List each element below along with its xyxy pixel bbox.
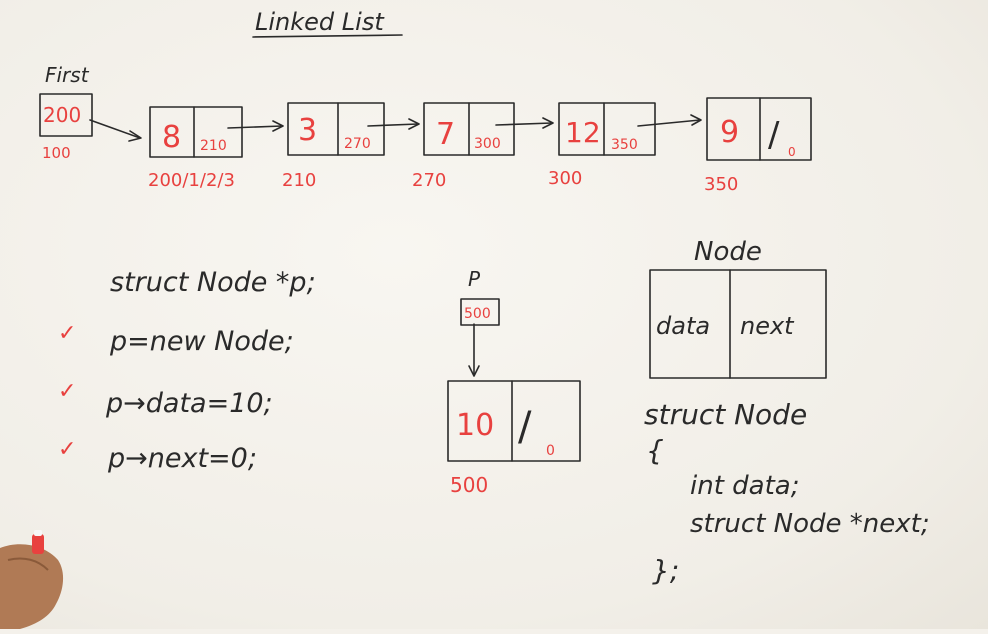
check-mark: ✓ [58, 379, 76, 404]
check-mark: ✓ [58, 321, 76, 346]
node-address: 270 [412, 170, 446, 191]
code-line: struct Node *p; [110, 267, 316, 298]
first-arrow [89, 119, 141, 139]
title-underline [252, 34, 403, 38]
node-struct-box [649, 269, 827, 379]
link-arrow-head [690, 114, 702, 126]
node-data: 7 [436, 117, 455, 152]
node-data: 3 [298, 113, 317, 148]
new-node: 10 / 0 500 [447, 380, 581, 497]
struct-def-line: struct Node *next; [690, 509, 930, 539]
pointer-p-label: P [468, 267, 481, 291]
code-line: p→next=0; [107, 443, 257, 474]
node-address: 300 [548, 168, 582, 189]
code-line: p→data=10; [105, 388, 273, 419]
link-arrow-head [408, 118, 420, 130]
list-node: 9 / 0 350 [704, 97, 812, 195]
check-mark: ✓ [58, 437, 76, 462]
node-address: 200/1/2/3 [148, 170, 235, 191]
pointer-p-value: 500 [464, 306, 491, 322]
node-struct-field-next: next [740, 312, 795, 340]
new-node-data: 10 [456, 408, 494, 443]
node-next: 210 [200, 138, 227, 154]
node-data: 8 [162, 120, 181, 155]
list-node: 7 300 270 [412, 102, 515, 191]
link-arrow [367, 123, 419, 127]
link-arrow-head [272, 120, 284, 132]
list-node: 3 270 210 [282, 102, 385, 191]
node-next: 270 [344, 136, 371, 152]
node-data: 9 [720, 115, 739, 150]
pointer-p-box [460, 298, 500, 326]
pointer-p-arrow-head [468, 365, 480, 377]
node-struct-title: Node [694, 237, 762, 267]
struct-def-line: struct Node [644, 398, 807, 431]
new-node-address: 500 [450, 473, 488, 497]
struct-def-line: }; [652, 554, 679, 587]
node-null-mark: 0 [788, 145, 796, 159]
new-node-null-mark: 0 [546, 443, 555, 459]
node-next: 350 [611, 137, 638, 153]
link-arrow [495, 122, 553, 126]
first-box [39, 93, 93, 137]
node-struct-field-data: data [656, 312, 710, 340]
link-arrow [227, 125, 283, 129]
link-arrow [637, 119, 701, 127]
node-next: 300 [474, 136, 501, 152]
first-value: 200 [43, 103, 81, 127]
link-arrow-head [542, 117, 554, 129]
title: Linked List [255, 8, 385, 36]
node-next: / [768, 115, 780, 155]
node-address: 350 [704, 174, 738, 195]
node-data: 12 [565, 116, 601, 149]
list-node: 8 210 200/1/2/3 [148, 106, 243, 191]
code-line: p=new Node; [109, 326, 294, 357]
first-arrow-head [128, 130, 142, 142]
struct-def-line: int data; [690, 471, 799, 501]
instructor-hand [0, 530, 64, 629]
first-address: 100 [42, 144, 71, 162]
node-address: 210 [282, 170, 316, 191]
struct-def-line: { [646, 434, 664, 467]
list-node: 12 350 300 [548, 102, 656, 189]
new-node-next: / [518, 404, 532, 450]
first-label: First [45, 63, 90, 87]
